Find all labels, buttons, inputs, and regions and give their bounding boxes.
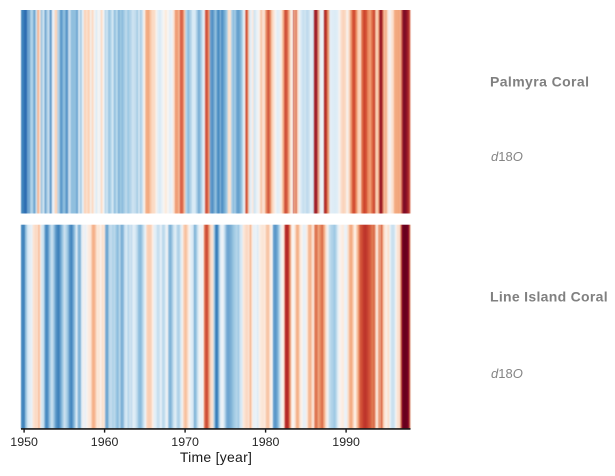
svg-text:1970: 1970 xyxy=(171,435,199,449)
svg-text:d18O: d18O xyxy=(491,366,523,381)
svg-text:Time [year]: Time [year] xyxy=(180,449,252,465)
svg-text:1960: 1960 xyxy=(91,435,119,449)
svg-text:d18O: d18O xyxy=(491,149,523,164)
svg-text:1990: 1990 xyxy=(332,435,360,449)
svg-text:1980: 1980 xyxy=(252,435,280,449)
svg-text:Line Island Coral: Line Island Coral xyxy=(490,289,608,305)
svg-text:Palmyra Coral: Palmyra Coral xyxy=(490,74,589,90)
svg-text:1950: 1950 xyxy=(10,435,38,449)
